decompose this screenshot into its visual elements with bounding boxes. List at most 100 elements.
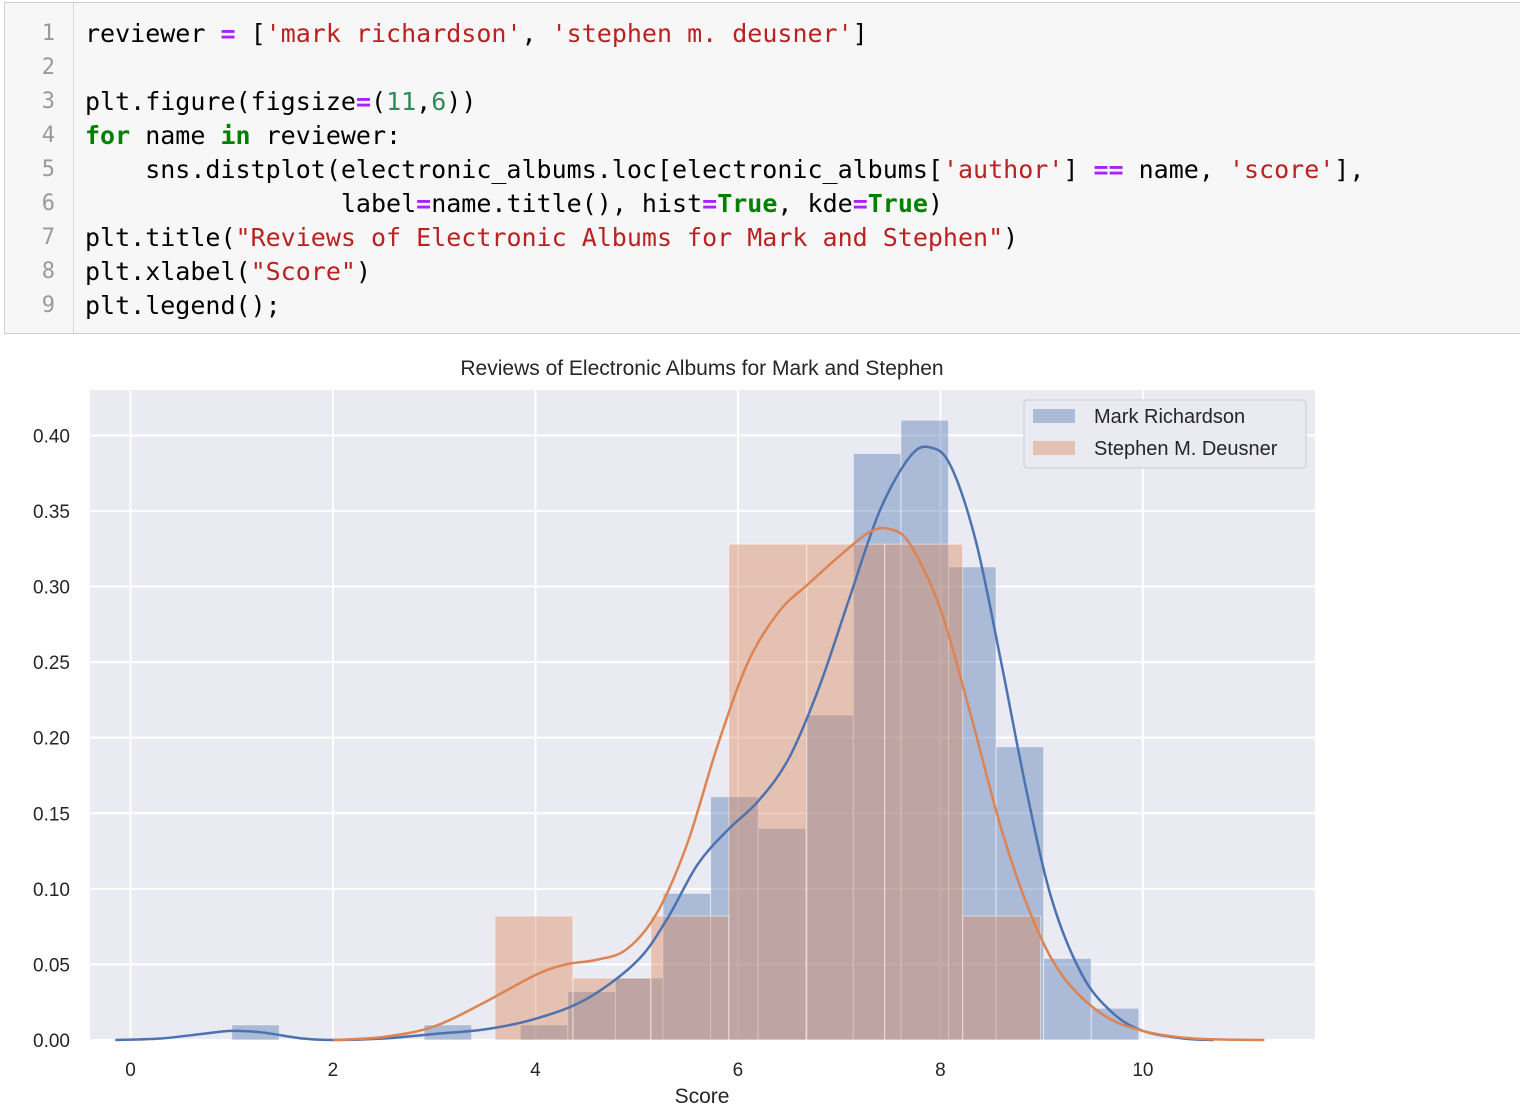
line-number-gutter: 1 2 3 4 5 6 7 8 9 xyxy=(5,3,74,333)
code-token: ) xyxy=(1003,223,1019,252)
histogram-bar xyxy=(900,419,950,1041)
plot-area xyxy=(90,390,1315,1040)
histogram-bar xyxy=(757,827,807,1041)
code-token: , kde xyxy=(777,189,853,218)
code-token: ] xyxy=(1063,155,1094,184)
y-tick-label: 0.40 xyxy=(33,426,70,447)
code-token: 'author' xyxy=(942,155,1064,184)
code-token: plt.figure(figsize xyxy=(85,87,356,116)
code-token: label xyxy=(85,189,417,218)
code-token: = xyxy=(355,87,371,116)
histogram-bar xyxy=(806,543,886,1041)
code-token: "Score" xyxy=(250,257,356,286)
histogram-bar xyxy=(852,452,902,1041)
code-token: in xyxy=(220,121,251,150)
code-token: = xyxy=(852,189,868,218)
code-line: plt.legend(); xyxy=(85,289,281,323)
code-token: plt.title( xyxy=(85,223,236,252)
histogram-bar xyxy=(710,796,759,1041)
line-number: 5 xyxy=(41,157,55,182)
code-token: 'mark richardson' xyxy=(265,19,522,48)
line-number: 1 xyxy=(41,21,55,46)
code-token: , xyxy=(416,87,432,116)
code-token: = xyxy=(702,189,718,218)
line-number: 9 xyxy=(41,293,55,318)
chart-output: Reviews of Electronic Albums for Mark an… xyxy=(33,357,1315,1108)
code-line: plt.xlabel("Score") xyxy=(85,255,371,289)
y-tick-label: 0.00 xyxy=(33,1031,70,1052)
y-tick-label: 0.05 xyxy=(33,955,70,976)
y-tick-label: 0.35 xyxy=(33,502,70,523)
x-tick-label: 0 xyxy=(125,1060,136,1081)
code-line: for name in reviewer: xyxy=(85,119,401,153)
code-token: 6 xyxy=(431,87,447,116)
code-line: reviewer = ['mark richardson', 'stephen … xyxy=(85,17,868,51)
code-token: 'score' xyxy=(1228,155,1335,184)
x-tick-label: 2 xyxy=(328,1060,339,1081)
code-line: plt.title("Reviews of Electronic Albums … xyxy=(85,221,1018,255)
code-token: plt.legend(); xyxy=(85,291,281,320)
line-number: 4 xyxy=(41,123,55,148)
code-token: 11 xyxy=(386,87,417,116)
y-tick-label: 0.30 xyxy=(33,578,70,599)
line-number: 2 xyxy=(41,55,55,80)
histogram-bar xyxy=(494,915,574,1041)
y-tick-label: 0.25 xyxy=(33,653,70,674)
legend-label-stephen: Stephen M. Deusner xyxy=(1094,438,1278,460)
code-token: plt.xlabel( xyxy=(85,257,251,286)
histogram-bar xyxy=(948,566,997,1041)
y-tick-label: 0.20 xyxy=(33,729,70,750)
code-token: ] xyxy=(852,19,868,48)
code-token: name, xyxy=(1123,155,1229,184)
kde-lines xyxy=(115,445,1265,1042)
histogram-bar xyxy=(572,977,652,1041)
code-token: True xyxy=(867,189,928,218)
chart-title: Reviews of Electronic Albums for Mark an… xyxy=(460,357,943,380)
axis-ticks: 0.00 0.05 0.10 0.15 0.20 0.25 0.30 0.35 0.40 0 2 4 6… xyxy=(33,426,1153,1081)
code-token: ) xyxy=(355,257,371,286)
code-token: , xyxy=(521,19,552,48)
histogram-bar xyxy=(962,915,1042,1041)
code-token: 'stephen m. deusner' xyxy=(551,19,853,48)
code-token: ) xyxy=(927,189,944,218)
code-token: name.title(), hist xyxy=(431,189,703,218)
kde-line-stephen-deusner xyxy=(332,526,1265,1042)
legend-swatch-mark xyxy=(1033,409,1075,423)
code-token: True xyxy=(717,189,778,218)
code-token: == xyxy=(1093,155,1124,184)
legend-swatch-stephen xyxy=(1033,441,1075,455)
histogram-bar xyxy=(567,991,616,1041)
line-number: 3 xyxy=(41,89,55,114)
code-token: [ xyxy=(235,19,266,48)
code-token: "Reviews of Electronic Albums for Mark a… xyxy=(235,223,1004,252)
stephen-deusner-histogram xyxy=(494,543,1042,1041)
histogram-bar xyxy=(1090,1007,1140,1041)
code-line: sns.distplot(electronic_albums.loc[elect… xyxy=(85,153,1364,187)
code-token: sns.distplot(electronic_albums.loc[elect… xyxy=(85,155,943,184)
line-number: 7 xyxy=(41,225,55,250)
x-tick-label: 10 xyxy=(1132,1060,1153,1081)
y-tick-label: 0.10 xyxy=(33,880,70,901)
y-tick-label: 0.15 xyxy=(33,804,70,825)
kde-line-mark-richardson xyxy=(115,445,1214,1042)
x-tick-label: 6 xyxy=(733,1060,744,1081)
code-line: label=name.title(), hist=True, kde=True) xyxy=(85,187,943,221)
histogram-bar xyxy=(650,915,730,1041)
code-token: for xyxy=(85,121,131,150)
legend: Mark Richardson Stephen M. Deusner xyxy=(1023,399,1307,469)
code-cell[interactable]: 1 2 3 4 5 6 7 8 9 reviewer = ['mark richardson',… xyxy=(4,2,1520,334)
histogram-bar xyxy=(614,977,664,1041)
code-token: reviewer: xyxy=(250,121,402,150)
mark-richardson-histogram xyxy=(231,419,1140,1041)
code-token: = xyxy=(220,19,236,48)
code-line: plt.figure(figsize=(11,6)) xyxy=(85,85,476,119)
legend-label-mark: Mark Richardson xyxy=(1094,406,1245,428)
histogram-bar xyxy=(728,543,808,1041)
code-token: reviewer xyxy=(85,19,221,48)
line-number: 8 xyxy=(41,259,55,284)
x-tick-label: 8 xyxy=(935,1060,946,1081)
x-tick-label: 4 xyxy=(530,1060,541,1081)
code-token: ], xyxy=(1334,155,1365,184)
line-number: 6 xyxy=(41,191,55,216)
code-token: )) xyxy=(446,87,477,116)
